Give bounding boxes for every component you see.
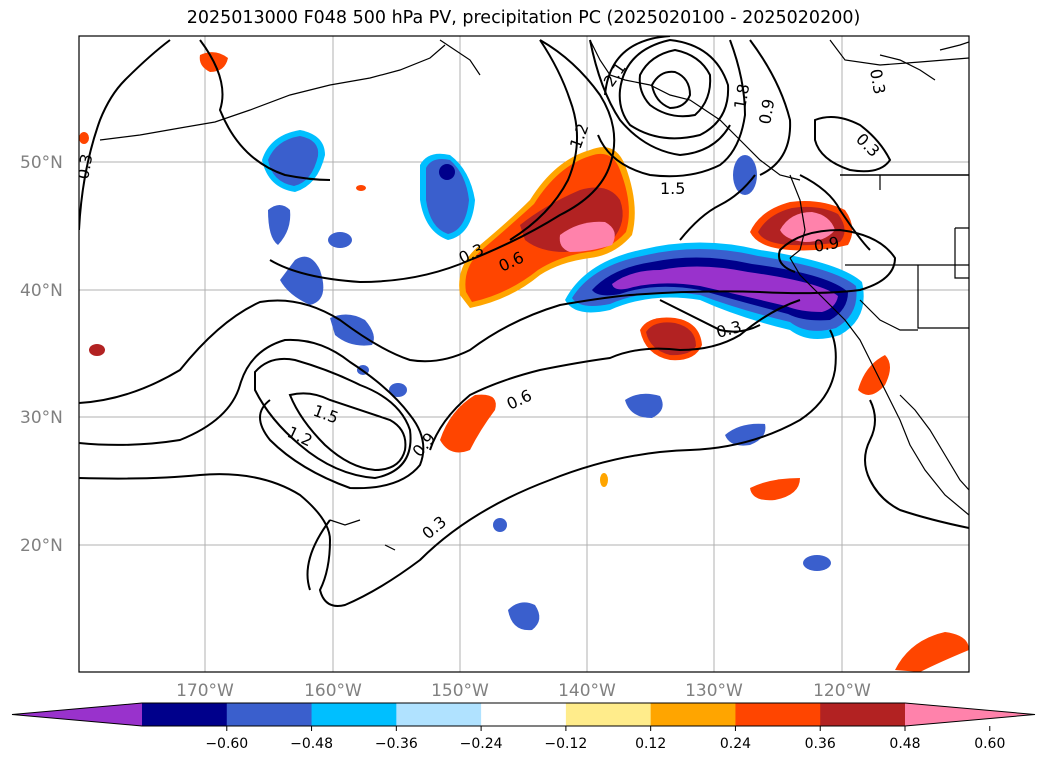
lat-label-50: 50°N (20, 153, 63, 173)
colorbar-outline (11, 702, 1036, 727)
lat-label-40: 40°N (20, 281, 63, 301)
lat-label-30: 30°N (20, 408, 63, 428)
colorbar-tick-label: −0.24 (460, 736, 503, 752)
colorbar-tick-label: 0.12 (635, 736, 666, 752)
colorbar-segment (565, 703, 652, 726)
colorbar-tick-label: −0.12 (544, 736, 587, 752)
contour-label: 1.5 (660, 179, 685, 198)
lat-label-20: 20°N (20, 536, 63, 556)
map-frame (78, 35, 970, 673)
lon-label-120w: 120°W (813, 681, 871, 701)
colorbar-extend-min (12, 703, 142, 726)
contour-label: 0.9 (812, 233, 840, 256)
colorbar-tick-label: 0.36 (805, 736, 836, 752)
contour-label: 1.8 (730, 82, 753, 110)
lon-label-150w: 150°W (431, 681, 489, 701)
colorbar-segment (226, 703, 313, 726)
colorbar-segment (396, 703, 482, 726)
contour-label: 0.3 (866, 67, 889, 95)
lon-label-160w: 160°W (304, 681, 362, 701)
colorbar-tick-label: 0.60 (974, 736, 1005, 752)
colorbar-segment (735, 703, 821, 726)
colorbar: −0.60 −0.48 −0.36 −0.24 −0.12 0.12 0.24 0.36 0.4… (11, 702, 1036, 752)
colorbar-segment (311, 703, 397, 726)
lat-labels: 50°N 40°N 30°N 20°N (20, 153, 63, 556)
colorbar-tick-label: 0.24 (720, 736, 751, 752)
colorbar-segment (820, 703, 906, 726)
colorbar-segment (481, 703, 567, 726)
colorbar-segment (650, 703, 736, 726)
lon-label-170w: 170°W (176, 681, 234, 701)
colorbar-segment (142, 703, 228, 726)
colorbar-tick-label: −0.60 (205, 736, 248, 752)
contour-labels: 0.3 0.3 0.6 1.5 1.2 0.9 0.6 0.3 0.3 0.9 … (73, 59, 889, 544)
contour-label: 0.3 (73, 152, 96, 180)
lon-label-130w: 130°W (685, 681, 743, 701)
colorbar-tick-label: −0.36 (375, 736, 418, 752)
map-title: 2025013000 F048 500 hPa PV, precipitatio… (186, 8, 861, 28)
lon-labels: 170°W 160°W 150°W 140°W 130°W 120°W (176, 681, 871, 701)
colorbar-tick-label: 0.48 (889, 736, 920, 752)
colorbar-extend-max (905, 703, 1035, 726)
colorbar-tick-label: −0.48 (290, 736, 333, 752)
lon-label-140w: 140°W (558, 681, 616, 701)
pv-contours (79, 36, 969, 607)
contour-label: 0.9 (755, 97, 778, 125)
